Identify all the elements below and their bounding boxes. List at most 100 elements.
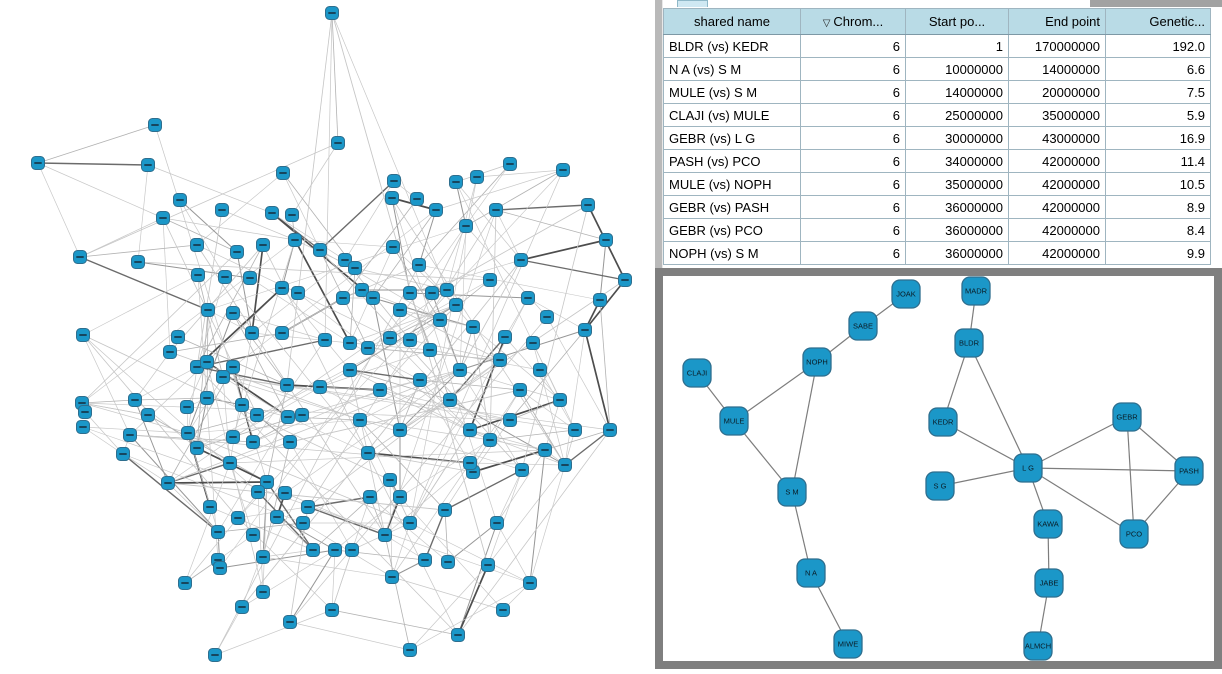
network-node-kawa[interactable]: KAWA [1033,509,1063,539]
network-node-s-m[interactable]: S M [777,477,807,507]
network-node[interactable] [200,391,214,405]
network-node[interactable] [378,528,392,542]
network-node[interactable] [245,326,259,340]
network-node[interactable] [296,516,310,530]
network-node[interactable] [581,198,595,212]
network-node[interactable] [521,291,535,305]
network-node[interactable] [116,447,130,461]
network-node[interactable] [123,428,137,442]
network-node[interactable] [449,175,463,189]
table-cell[interactable]: N A (vs) S M [663,57,801,81]
network-node[interactable] [231,511,245,525]
network-node-bldr[interactable]: BLDR [954,328,984,358]
network-node[interactable] [503,157,517,171]
table-cell[interactable]: 6 [800,126,906,150]
network-node[interactable] [76,328,90,342]
table-cell[interactable]: 192.0 [1105,34,1211,58]
network-node[interactable] [180,400,194,414]
network-node[interactable] [343,363,357,377]
network-node[interactable] [556,163,570,177]
horizontal-scrollbar[interactable] [1090,0,1222,7]
network-node[interactable] [281,410,295,424]
network-node[interactable] [393,423,407,437]
table-cell[interactable]: 9.9 [1105,241,1211,265]
network-node[interactable] [181,426,195,440]
network-node[interactable] [496,603,510,617]
network-node[interactable] [216,370,230,384]
network-node[interactable] [558,458,572,472]
network-node[interactable] [483,433,497,447]
table-row[interactable]: GEBR (vs) PASH 6 36000000 42000000 8.9 [663,195,1211,219]
network-node-sabe[interactable]: SABE [848,311,878,341]
network-node[interactable] [386,240,400,254]
network-node[interactable] [355,283,369,297]
table-cell[interactable]: 14000000 [1008,57,1106,81]
network-node[interactable] [226,306,240,320]
network-node[interactable] [343,336,357,350]
network-node[interactable] [283,615,297,629]
network-node[interactable] [451,628,465,642]
table-cell[interactable]: 6 [800,241,906,265]
network-node[interactable] [306,543,320,557]
network-node[interactable] [190,441,204,455]
network-node[interactable] [385,570,399,584]
network-node[interactable] [338,253,352,267]
network-node[interactable] [493,353,507,367]
network-node[interactable] [413,373,427,387]
network-node[interactable] [276,166,290,180]
table-row[interactable]: MULE (vs) S M 6 14000000 20000000 7.5 [663,80,1211,104]
network-node[interactable] [403,333,417,347]
network-node[interactable] [313,380,327,394]
network-node[interactable] [275,281,289,295]
network-node[interactable] [418,553,432,567]
vertical-scrollbar[interactable] [655,0,663,268]
network-node-noph[interactable]: NOPH [802,347,832,377]
network-node-jabe[interactable]: JABE [1034,568,1064,598]
table-cell[interactable]: 11.4 [1105,149,1211,173]
network-node[interactable] [466,320,480,334]
network-node[interactable] [141,408,155,422]
table-cell[interactable]: 42000000 [1008,172,1106,196]
table-cell[interactable]: 6 [800,103,906,127]
table-cell[interactable]: CLAJI (vs) MULE [663,103,801,127]
table-cell[interactable]: GEBR (vs) L G [663,126,801,150]
table-cell[interactable]: 6.6 [1105,57,1211,81]
network-node[interactable] [361,446,375,460]
network-node[interactable] [440,283,454,297]
network-node[interactable] [503,413,517,427]
table-cell[interactable]: 16.9 [1105,126,1211,150]
network-node[interactable] [285,208,299,222]
network-node[interactable] [403,286,417,300]
network-node[interactable] [490,516,504,530]
network-node[interactable] [498,330,512,344]
table-row[interactable]: MULE (vs) NOPH 6 35000000 42000000 10.5 [663,172,1211,196]
network-node[interactable] [295,408,309,422]
network-node[interactable] [148,118,162,132]
network-node[interactable] [412,258,426,272]
column-header-chrom-[interactable]: ▽ Chrom... [800,8,906,35]
network-node[interactable] [73,250,87,264]
network-node[interactable] [331,136,345,150]
network-node[interactable] [318,333,332,347]
network-node[interactable] [373,383,387,397]
network-node[interactable] [603,423,617,437]
table-cell[interactable]: GEBR (vs) PASH [663,195,801,219]
table-cell[interactable]: 6 [800,57,906,81]
column-header-genetic-[interactable]: Genetic... [1105,8,1211,35]
network-node[interactable] [523,576,537,590]
network-node[interactable] [31,156,45,170]
network-node[interactable] [208,648,222,662]
network-node[interactable] [201,303,215,317]
table-cell[interactable]: 35000000 [905,172,1009,196]
table-cell[interactable]: 42000000 [1008,149,1106,173]
network-node[interactable] [218,270,232,284]
network-node[interactable] [515,463,529,477]
network-node[interactable] [513,383,527,397]
network-node[interactable] [345,543,359,557]
table-row[interactable]: GEBR (vs) L G 6 30000000 43000000 16.9 [663,126,1211,150]
network-node-s-g[interactable]: S G [925,471,955,501]
network-node[interactable] [483,273,497,287]
network-node-n-a[interactable]: N A [796,558,826,588]
network-node-pco[interactable]: PCO [1119,519,1149,549]
network-node-l-g[interactable]: L G [1013,453,1043,483]
